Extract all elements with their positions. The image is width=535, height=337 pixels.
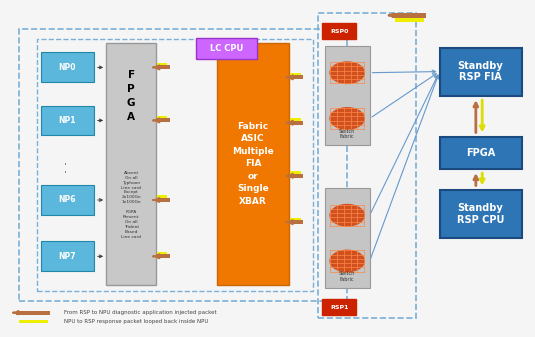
Bar: [325, 46, 370, 145]
Text: Switch
Fabric: Switch Fabric: [339, 128, 355, 139]
Text: Standby
RSP CPU: Standby RSP CPU: [457, 203, 505, 225]
Bar: [440, 190, 522, 238]
Bar: [289, 75, 303, 79]
Circle shape: [330, 250, 364, 272]
Bar: [19, 320, 48, 323]
Text: · ·: · ·: [61, 161, 74, 173]
Bar: [291, 73, 301, 75]
Bar: [157, 195, 167, 198]
Text: Switch
Fabric: Switch Fabric: [339, 271, 355, 282]
Text: From RSP to NPU diagnostic application injected packet: From RSP to NPU diagnostic application i…: [64, 310, 216, 315]
Text: NP0: NP0: [59, 63, 76, 72]
Bar: [291, 171, 301, 174]
Circle shape: [330, 205, 364, 226]
Bar: [156, 65, 170, 69]
Circle shape: [330, 108, 364, 129]
Bar: [217, 42, 289, 284]
Bar: [41, 241, 94, 271]
Bar: [289, 174, 303, 178]
Text: NPU to RSP response packet looped back inside NPU: NPU to RSP response packet looped back i…: [64, 319, 208, 324]
Bar: [106, 42, 156, 284]
Bar: [322, 23, 356, 39]
Bar: [395, 18, 424, 22]
Text: Standby
RSP FIA: Standby RSP FIA: [458, 61, 503, 82]
Bar: [156, 254, 170, 258]
Bar: [157, 63, 167, 65]
Bar: [289, 220, 303, 224]
Bar: [41, 105, 94, 135]
Circle shape: [330, 62, 364, 84]
Bar: [41, 185, 94, 215]
Bar: [289, 121, 303, 125]
Text: NP1: NP1: [59, 116, 76, 125]
Text: Fabric
ASIC
Multiple
FIA
or
Single
XBAR: Fabric ASIC Multiple FIA or Single XBAR: [232, 122, 274, 206]
Text: F
P
G
A: F P G A: [127, 70, 135, 122]
Bar: [37, 39, 312, 291]
Bar: [156, 118, 170, 122]
Bar: [318, 13, 416, 318]
Text: NP6: NP6: [59, 195, 76, 205]
Bar: [440, 48, 522, 96]
Bar: [291, 118, 301, 121]
Text: RSP0: RSP0: [330, 29, 348, 34]
Bar: [157, 116, 167, 118]
Bar: [16, 310, 50, 315]
Bar: [156, 198, 170, 202]
Bar: [41, 53, 94, 82]
Text: NP7: NP7: [58, 252, 76, 261]
Bar: [325, 188, 370, 288]
Bar: [291, 218, 301, 220]
Bar: [19, 29, 347, 301]
Bar: [196, 38, 257, 59]
Bar: [157, 252, 167, 254]
Text: Absent
On all
Typhoon
Line card
Except
2x100Ge
1x100Ge

FGPA
Present
On all
Trid: Absent On all Typhoon Line card Except 2…: [121, 171, 141, 239]
Text: RSP1: RSP1: [330, 305, 348, 310]
Bar: [392, 13, 426, 18]
Bar: [322, 299, 356, 315]
Text: LC CPU: LC CPU: [210, 44, 243, 53]
Bar: [440, 137, 522, 168]
Text: FPGA: FPGA: [466, 148, 495, 158]
